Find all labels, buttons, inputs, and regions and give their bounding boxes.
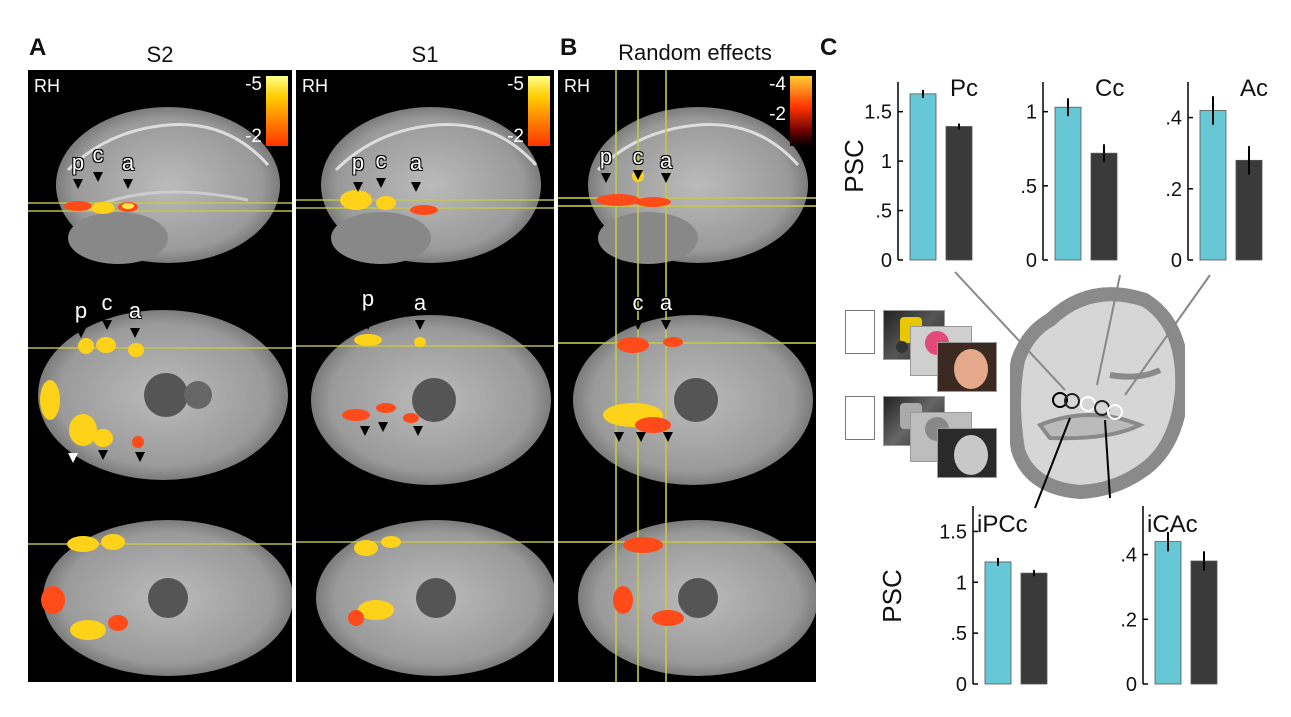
roi-marker: c [92,142,104,167]
chart-title: Pc [950,75,978,102]
colorbar [790,76,812,146]
roi-marker: p [361,286,375,311]
y-tick-label: .4 [1165,108,1182,130]
chart-title: iPCc [977,511,1028,538]
chart-title: Cc [1095,75,1124,102]
colorbar-bottom-label: -2 [245,126,262,147]
y-tick-label: .2 [1165,179,1182,201]
column-title-random-effects: Random effects [618,40,772,65]
panel-letter-b: B [560,34,578,61]
bar-color [1054,106,1082,261]
bar-grayscale [945,126,973,261]
hemisphere-label: RH [302,76,328,96]
roi-marker: p [351,150,365,175]
y-tick-label: 1 [956,572,967,594]
y-tick-label: 1.5 [864,102,892,124]
bar-chart-cc: 0 .5 1 Cc [1020,75,1124,272]
stimulus-image-color [937,342,997,392]
roi-marker: c [632,290,644,315]
panel-letter-c: C [820,34,838,61]
roi-marker: a [659,148,673,173]
y-tick-label: 0 [1126,674,1137,696]
brain-column-s1: RH -5 -2 p c a p a [296,70,554,682]
y-tick-label: 0 [1026,250,1037,272]
roi-marker: c [375,148,387,173]
y-tick-label: .5 [1020,176,1037,198]
bar-color [1154,541,1182,685]
column-title-s1: S1 [411,42,439,67]
y-tick-label: .4 [1120,545,1137,567]
hemisphere-label: RH [34,76,60,96]
colorbar-top-label: -5 [245,74,262,95]
colorbar [528,76,550,146]
y-tick-label: 1 [881,151,892,173]
colorbar-top-label: -4 [769,74,786,95]
y-tick-label: .5 [875,201,892,223]
roi-marker: a [121,150,135,175]
colorbar-top-label: -5 [507,74,524,95]
colorbar-bottom-label: -2 [507,126,524,147]
y-tick-label: 1.5 [939,521,967,543]
bar-color [984,561,1012,685]
stimulus-image-grayscale [937,428,997,478]
chart-title: Ac [1240,75,1268,102]
roi-marker: a [128,298,142,323]
y-tick-label: 0 [881,250,892,272]
y-tick-label: 1 [1026,102,1037,124]
y-tick-label: 0 [956,674,967,696]
roi-marker: a [659,290,673,315]
bar-chart-ipcc: 0 .5 1 1.5 iPCc [939,506,1048,696]
y-tick-label: .2 [1120,609,1137,631]
legend-swatch-color [845,310,875,354]
brain-column-random-effects: RH -4 -2 p c a c a [558,70,816,682]
y-tick-label: .5 [950,623,967,645]
colorbar-bottom-label: -2 [769,104,786,125]
brain-slices-s2 [28,107,292,676]
bar-grayscale [1235,159,1263,261]
legend-swatch-grayscale [845,396,875,440]
bar-chart-ac: 0 .2 .4 Ac [1165,75,1268,272]
roi-marker: a [409,150,423,175]
y-tick-label: 0 [1171,250,1182,272]
bar-grayscale [1020,572,1048,685]
roi-marker: a [413,290,427,315]
roi-marker: p [74,298,88,323]
brain-slices-random-effects [558,70,816,682]
roi-marker: p [71,150,85,175]
colorbar [266,76,288,146]
bar-chart-pc: 0 .5 1 1.5 Pc [864,75,978,272]
chart-title: iCAc [1147,511,1198,538]
brain-slices-s1 [296,107,554,676]
roi-marker: c [632,144,644,169]
column-title-s2: S2 [146,42,174,67]
brain-column-s2: RH -5 -2 p c a p c a [28,70,292,682]
bar-grayscale [1090,152,1118,261]
roi-marker: c [101,290,113,315]
panel-letter-a: A [29,34,47,61]
hemisphere-label: RH [564,76,590,96]
roi-marker: p [599,144,613,169]
bar-chart-icac: 0 .2 .4 iCAc [1120,506,1218,696]
